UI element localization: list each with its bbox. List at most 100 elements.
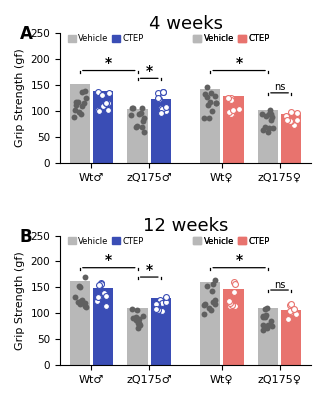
Point: [139, 110, 144, 116]
Point: [260, 322, 266, 329]
Point: [207, 99, 212, 105]
Point: [292, 308, 297, 315]
Point: [155, 300, 160, 307]
Point: [95, 107, 100, 113]
Point: [288, 301, 293, 308]
Bar: [258, 110, 278, 163]
Point: [208, 90, 214, 96]
Point: [208, 306, 214, 313]
Point: [260, 312, 265, 319]
Text: *: *: [236, 56, 243, 70]
Point: [284, 113, 289, 119]
Legend: Vehicle, CTEP: Vehicle, CTEP: [190, 233, 273, 249]
Y-axis label: Grip Strength (gf): Grip Strength (gf): [15, 251, 25, 350]
Point: [264, 305, 269, 311]
Point: [232, 281, 237, 287]
Point: [236, 106, 241, 112]
Point: [210, 288, 215, 294]
Legend: Vehicle, CTEP: Vehicle, CTEP: [190, 31, 273, 46]
Point: [134, 307, 139, 313]
Point: [75, 298, 80, 305]
Point: [206, 114, 211, 121]
Point: [134, 123, 139, 130]
Point: [164, 294, 169, 300]
Point: [205, 102, 210, 108]
Point: [140, 124, 145, 130]
Point: [96, 108, 101, 114]
Point: [155, 307, 160, 314]
Point: [202, 302, 207, 308]
Point: [232, 278, 237, 285]
Point: [104, 100, 109, 106]
Point: [287, 308, 292, 314]
Point: [137, 322, 142, 328]
Point: [98, 280, 103, 287]
Bar: [93, 288, 113, 365]
Bar: [70, 84, 90, 163]
Point: [266, 129, 271, 135]
Point: [228, 299, 233, 306]
Point: [71, 114, 77, 120]
Point: [228, 111, 233, 117]
Point: [154, 301, 159, 307]
Point: [107, 90, 112, 96]
Point: [207, 304, 212, 311]
Text: *: *: [146, 64, 153, 78]
Point: [131, 105, 136, 111]
Point: [96, 282, 102, 288]
Point: [78, 111, 83, 117]
Point: [229, 95, 234, 101]
Point: [285, 316, 290, 322]
Point: [213, 296, 218, 303]
Point: [140, 313, 145, 320]
Point: [96, 294, 101, 300]
Point: [78, 298, 83, 304]
Point: [77, 284, 82, 290]
Point: [99, 280, 104, 286]
Point: [212, 276, 217, 283]
Point: [82, 88, 87, 94]
Point: [261, 327, 266, 333]
Point: [80, 103, 85, 109]
Point: [159, 104, 164, 111]
Point: [259, 111, 264, 117]
Point: [76, 109, 82, 115]
Point: [204, 84, 209, 90]
Bar: [223, 289, 244, 365]
Point: [214, 100, 219, 106]
Point: [141, 115, 146, 122]
Point: [95, 298, 100, 304]
Point: [265, 322, 270, 328]
Text: *: *: [105, 253, 112, 267]
Point: [159, 110, 164, 116]
Point: [265, 325, 270, 331]
Point: [227, 298, 232, 304]
Text: *: *: [236, 253, 243, 267]
Point: [102, 290, 107, 296]
Point: [103, 302, 108, 309]
Point: [225, 95, 230, 102]
Bar: [70, 281, 90, 365]
Point: [135, 325, 141, 332]
Point: [213, 92, 218, 99]
Point: [285, 117, 290, 123]
Point: [78, 301, 83, 307]
Title: 4 weeks: 4 weeks: [149, 15, 223, 33]
Point: [201, 114, 207, 121]
Point: [83, 94, 89, 101]
Point: [129, 306, 135, 313]
Point: [155, 95, 160, 102]
Bar: [127, 110, 148, 163]
Point: [96, 294, 102, 300]
Point: [263, 314, 268, 320]
Point: [73, 107, 78, 114]
Point: [230, 107, 236, 114]
Point: [83, 300, 88, 306]
Point: [269, 318, 274, 324]
Point: [75, 99, 80, 105]
Bar: [127, 308, 148, 365]
Point: [268, 117, 274, 124]
Point: [105, 107, 110, 113]
Point: [80, 89, 85, 96]
Point: [159, 308, 165, 314]
